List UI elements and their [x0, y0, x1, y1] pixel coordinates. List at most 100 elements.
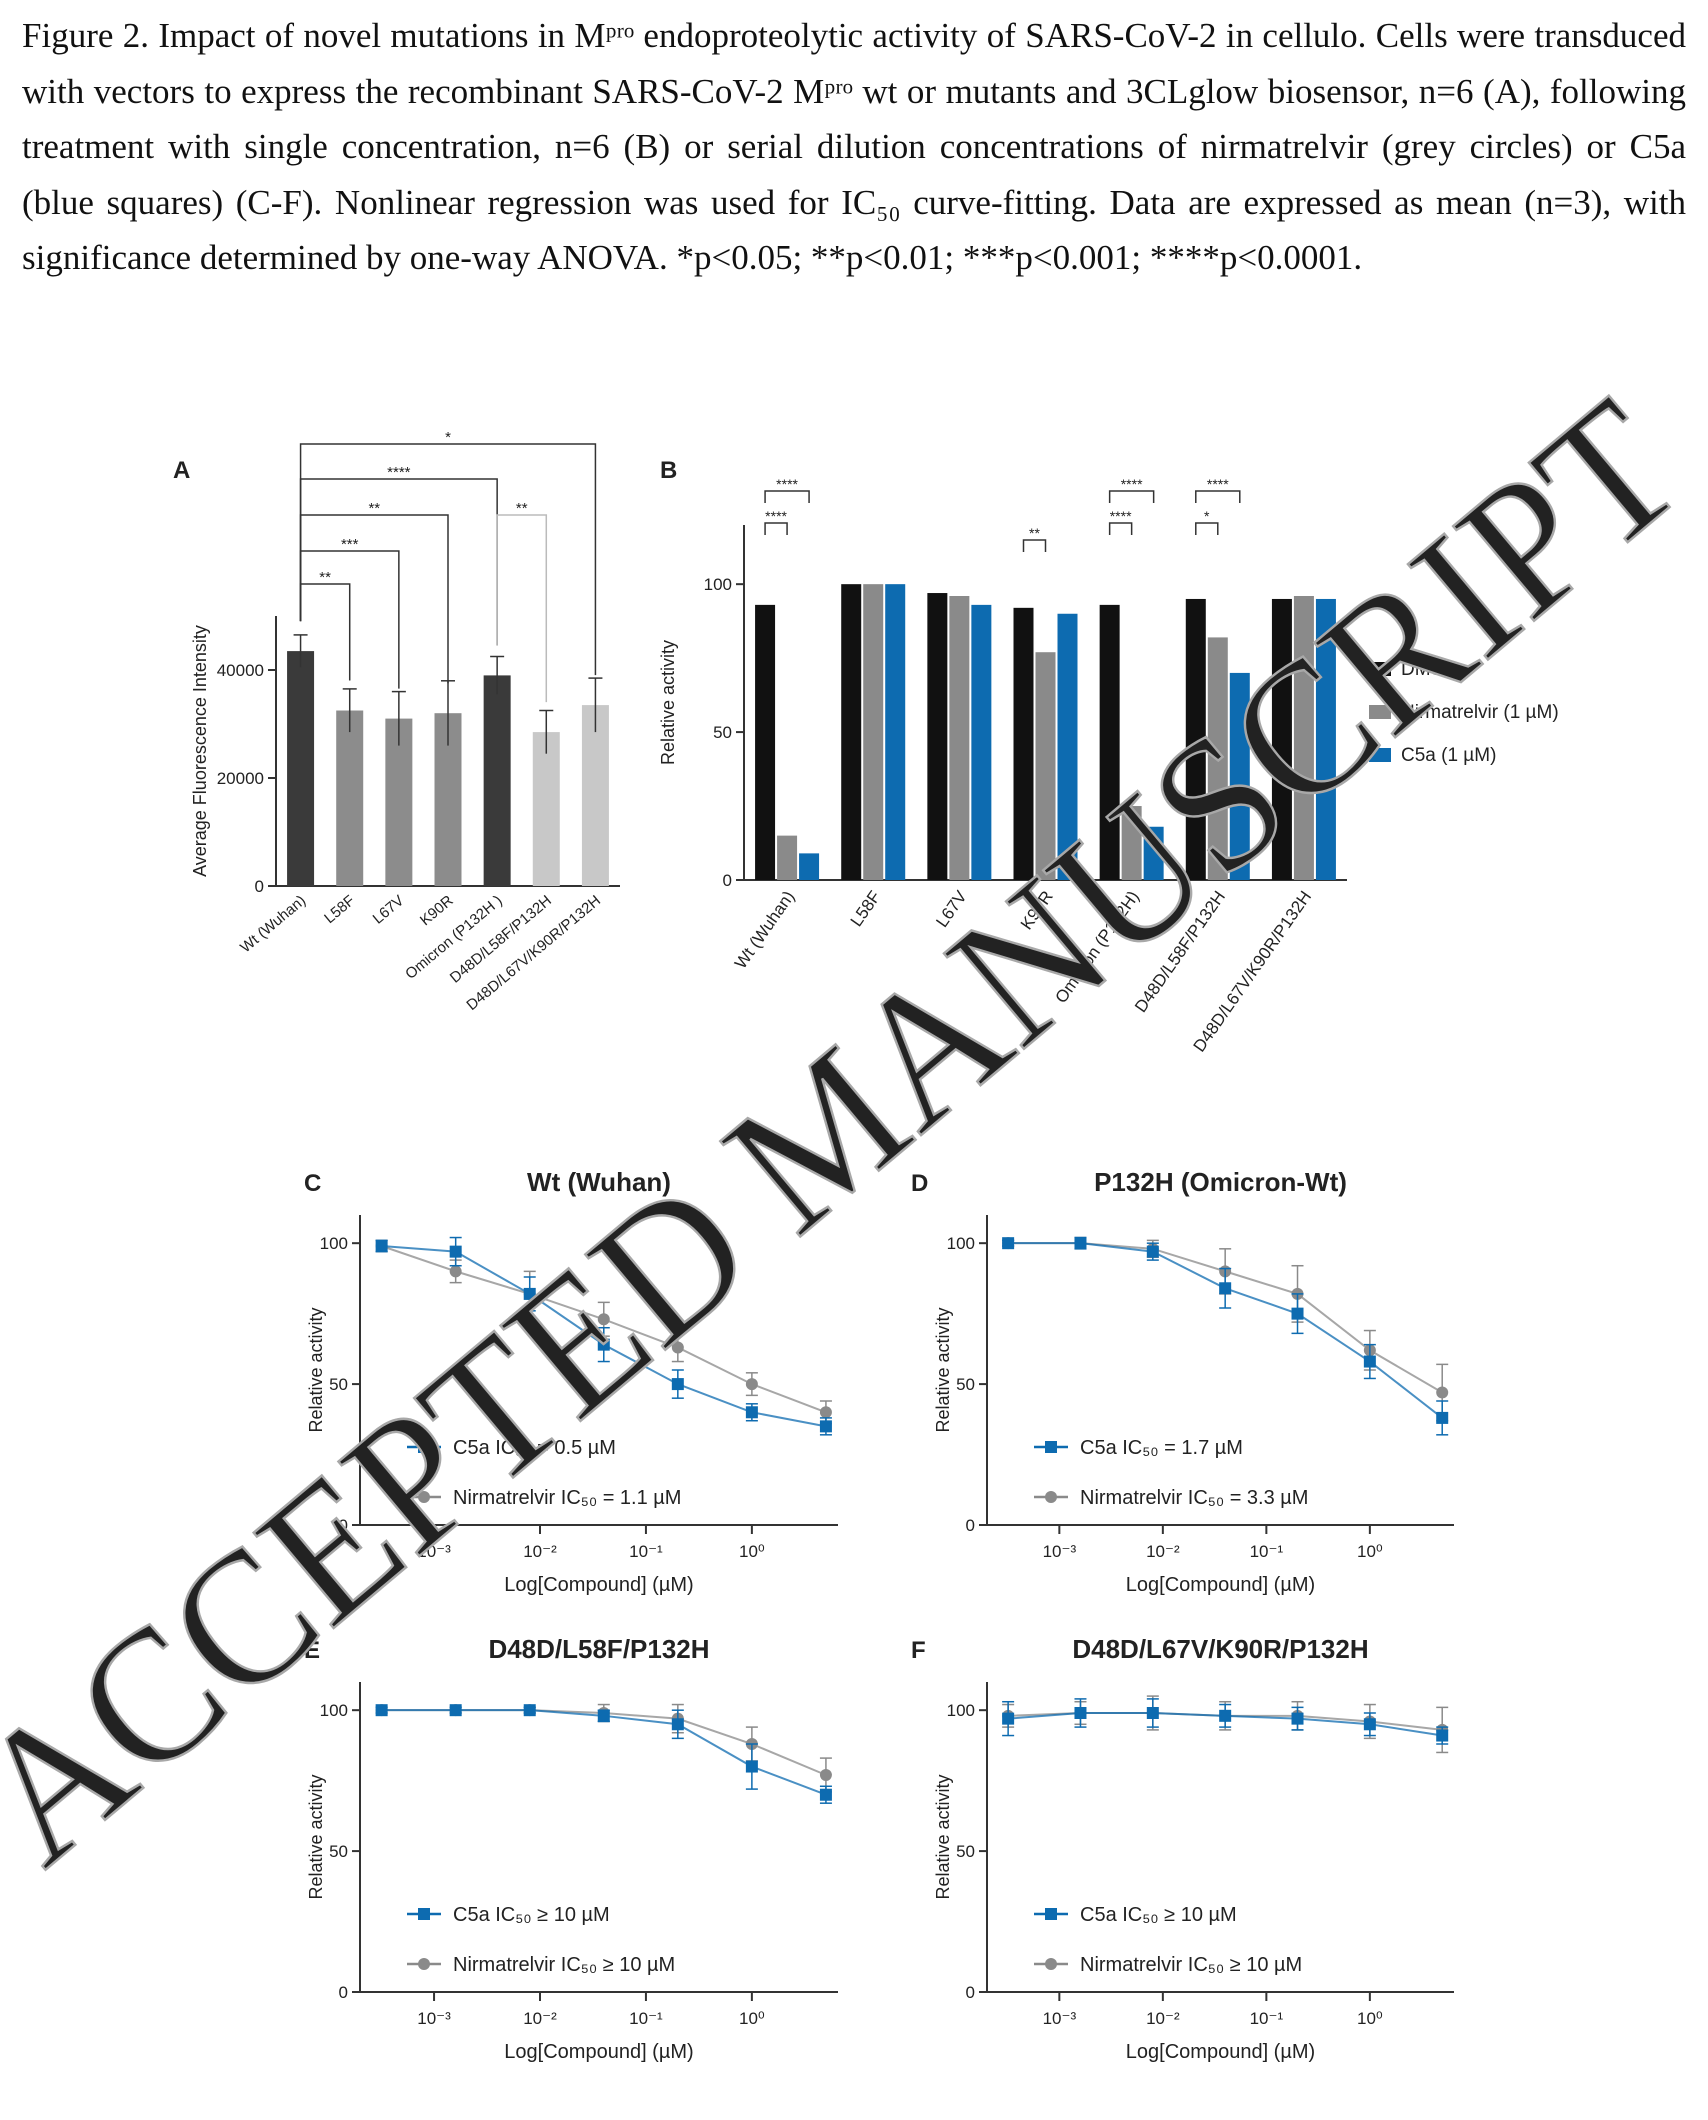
y-axis-label: Relative activity [658, 640, 678, 765]
legend-marker [1045, 1958, 1057, 1970]
legend-marker [418, 1908, 430, 1920]
marker [819, 1406, 832, 1419]
panel-letter: E [304, 1637, 320, 1664]
x-tick-label: L67V [932, 887, 971, 931]
bar [799, 853, 820, 880]
panel-letter: F [911, 1637, 926, 1664]
bar [287, 651, 315, 886]
x-tick-label: 10⁻² [1146, 2009, 1180, 2028]
figure-caption: Figure 2. Impact of novel mutations in M… [22, 16, 1686, 277]
marker [819, 1420, 832, 1433]
x-tick-label: 10⁰ [739, 2009, 765, 2028]
significance-label: ** [319, 569, 331, 586]
chart-title: Wt (Wuhan) [527, 1167, 671, 1197]
panel-letter: D [911, 1170, 928, 1197]
fit-line [381, 1709, 827, 1796]
y-tick-label: 0 [966, 1983, 975, 2002]
x-tick-label: L58F [321, 892, 358, 927]
x-tick-label: 10⁻² [1146, 1542, 1180, 1561]
bar [1121, 806, 1142, 880]
significance-bracket [764, 490, 810, 503]
marker [449, 1265, 462, 1278]
bar [581, 705, 609, 886]
bar [1271, 598, 1292, 880]
marker [523, 1287, 536, 1300]
marker [523, 1704, 536, 1717]
marker [449, 1704, 462, 1717]
legend-swatch [1369, 662, 1391, 676]
legend-label: C5a IC₅₀ ≥ 10 µM [453, 1904, 610, 1926]
marker [671, 1341, 684, 1354]
significance-label: ** [516, 500, 528, 517]
legend-label: C5a IC₅₀ = 0.5 µM [453, 1437, 616, 1459]
x-axis-label: Log[Compound] (µM) [504, 2041, 693, 2063]
x-tick-label: 10⁻³ [417, 1542, 451, 1561]
x-axis-label: Log[Compound] (µM) [504, 1574, 693, 1596]
marker [1363, 1718, 1376, 1731]
y-axis-label: Average Fluorescence Intensity [190, 625, 210, 877]
significance-bracket [1108, 490, 1155, 503]
y-tick-label: 50 [956, 1842, 975, 1861]
legend-marker [418, 1441, 430, 1453]
bar [1143, 826, 1164, 880]
y-tick-label: 50 [956, 1375, 975, 1394]
legend-marker [418, 1958, 430, 1970]
significance-label: **** [387, 464, 411, 481]
legend-label: Nirmatrelvir IC₅₀ = 1.1 µM [453, 1487, 681, 1509]
bar [971, 604, 992, 880]
legend-marker [1045, 1491, 1057, 1503]
significance-label: **** [776, 476, 798, 492]
legend-label: C5a IC₅₀ = 1.7 µM [1080, 1437, 1243, 1459]
marker [375, 1240, 388, 1252]
x-tick-label: 10⁻¹ [1250, 1542, 1284, 1561]
x-tick-label: 10⁰ [1357, 1542, 1383, 1561]
y-tick-label: 100 [320, 1701, 348, 1720]
panel-letter: C [304, 1170, 321, 1197]
legend-label: Nirmatrelvir IC₅₀ ≥ 10 µM [1080, 1954, 1302, 1976]
significance-bracket [1195, 522, 1219, 535]
y-tick-label: 100 [947, 1234, 975, 1253]
x-axis-label: Log[Compound] (µM) [1126, 2041, 1315, 2063]
bar [1315, 598, 1336, 880]
y-tick-label: 0 [339, 1516, 348, 1535]
legend-label: Nirmatrelvir IC₅₀ ≥ 10 µM [453, 1954, 675, 1976]
y-tick-label: 40000 [217, 661, 264, 680]
marker [1291, 1712, 1304, 1725]
x-axis-label: Log[Compound] (µM) [1126, 1574, 1315, 1596]
chart-title: P132H (Omicron-Wt) [1094, 1167, 1347, 1197]
x-tick-label: K90R [417, 892, 457, 929]
y-tick-label: 0 [723, 871, 732, 890]
marker [745, 1760, 758, 1773]
bar [885, 584, 906, 880]
y-axis-label: Relative activity [306, 1774, 326, 1899]
x-tick-label: L58F [847, 887, 885, 930]
y-tick-label: 0 [255, 877, 264, 896]
marker [597, 1338, 610, 1351]
bar [1013, 607, 1034, 880]
x-tick-label: 10⁻¹ [629, 1542, 663, 1561]
bar [1057, 613, 1078, 880]
significance-bracket [299, 443, 597, 676]
y-tick-label: 0 [966, 1516, 975, 1535]
y-tick-label: 50 [329, 1375, 348, 1394]
x-tick-label: Wt (Wuhan) [731, 887, 798, 972]
marker [819, 1788, 832, 1801]
chart-title: D48D/L58F/P132H [488, 1634, 709, 1664]
x-tick-label: 10⁻² [523, 1542, 557, 1561]
x-tick-label: Omicron (P132H) [1051, 887, 1142, 1006]
marker [597, 1709, 610, 1722]
bar [385, 718, 413, 886]
marker [1363, 1355, 1376, 1368]
legend-label: Nirmatrelvir (1 µM) [1401, 702, 1559, 723]
marker [1436, 1411, 1449, 1424]
panel-letter: B [660, 457, 677, 484]
y-tick-label: 100 [704, 575, 732, 594]
x-tick-label: 10⁰ [739, 1542, 765, 1561]
bar [1035, 652, 1056, 880]
significance-label: **** [1110, 508, 1132, 524]
y-tick-label: 100 [320, 1234, 348, 1253]
marker [1436, 1729, 1449, 1742]
bar [777, 835, 798, 880]
significance-bracket [496, 514, 548, 703]
